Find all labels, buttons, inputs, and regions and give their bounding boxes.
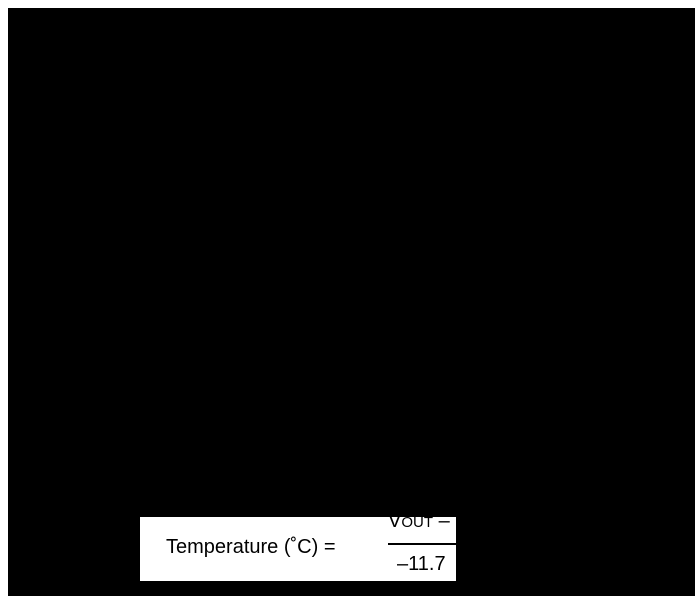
numerator-rest: – [433, 517, 450, 532]
numerator-subscript: OUT [401, 517, 434, 531]
temperature-formula: Temperature (˚C) = VOUT – –11.7 [140, 517, 456, 581]
formula-label: Temperature (˚C) = [166, 536, 336, 558]
black-image-area [8, 8, 695, 596]
fraction-bar [388, 543, 456, 545]
formula-denominator: –11.7 [397, 553, 446, 575]
formula-numerator: VOUT – [388, 517, 450, 535]
numerator-symbol: V [388, 517, 402, 532]
